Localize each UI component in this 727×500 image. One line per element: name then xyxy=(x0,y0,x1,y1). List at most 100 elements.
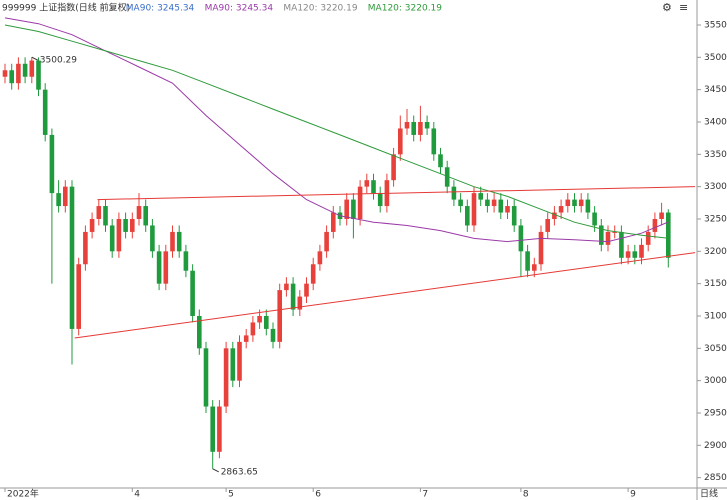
candle-body xyxy=(190,270,195,316)
candle-body xyxy=(63,186,68,207)
candle-body xyxy=(458,199,463,207)
candle-body xyxy=(666,212,671,258)
candle-body xyxy=(518,225,524,252)
candle-body xyxy=(243,335,249,342)
candle-body xyxy=(96,206,102,219)
candle-body xyxy=(297,296,303,310)
candle-body xyxy=(625,251,631,258)
candle-body xyxy=(485,199,490,207)
candle-body xyxy=(424,121,430,129)
settings-icon[interactable]: ⚙ xyxy=(662,1,672,14)
candle-body xyxy=(156,251,162,284)
x-tick-label: 4 xyxy=(134,490,140,500)
ma-line xyxy=(4,17,669,243)
candle-body xyxy=(532,264,537,271)
candle-body xyxy=(391,154,396,181)
y-tick-label: 3500 xyxy=(704,53,727,63)
y-tick-label: 3100 xyxy=(704,311,727,321)
candle-body xyxy=(478,193,483,200)
candle-body xyxy=(545,218,550,232)
trendline xyxy=(97,186,696,201)
candle-body xyxy=(639,244,644,258)
candle-body xyxy=(103,206,108,226)
candle-body xyxy=(56,193,61,207)
annotation-pointer xyxy=(212,468,219,473)
candle-body xyxy=(605,231,611,245)
x-tick-label: 7 xyxy=(422,490,428,500)
candle-body xyxy=(465,206,470,226)
candle-body xyxy=(592,212,597,226)
candle-body xyxy=(451,186,457,200)
candle-body xyxy=(558,206,564,213)
candle-body xyxy=(123,218,128,232)
candle-body xyxy=(525,251,530,271)
candle-body xyxy=(203,348,209,407)
candle-body xyxy=(538,231,544,265)
candle-body xyxy=(357,186,363,219)
ma-line xyxy=(4,24,669,239)
candle-body xyxy=(565,199,571,207)
candle-body xyxy=(230,348,236,381)
candle-body xyxy=(310,264,316,284)
candle-body xyxy=(572,199,577,207)
candle-body xyxy=(585,199,591,213)
candle-body xyxy=(150,225,155,252)
candle-body xyxy=(250,322,256,336)
legend-entry: MA120: 3220.19 xyxy=(368,4,442,14)
header: 999999 上证指数(日线 前复权) xyxy=(2,2,130,14)
y-tick-label: 3000 xyxy=(704,376,727,386)
candle-body xyxy=(42,89,48,135)
trendline xyxy=(74,252,696,339)
candle-body xyxy=(197,315,202,349)
candle-body xyxy=(76,264,81,329)
legend-entry: MA90: 3245.34 xyxy=(126,4,195,14)
candle-body xyxy=(36,60,41,90)
candle-body xyxy=(270,328,276,342)
candle-body xyxy=(578,199,584,207)
annotation-pointer xyxy=(31,56,39,61)
y-tick-label: 2850 xyxy=(704,473,727,483)
y-tick-label: 2900 xyxy=(704,441,727,451)
y-tick-label: 3050 xyxy=(704,344,727,354)
x-tick-label: 5 xyxy=(228,490,234,500)
candle-body xyxy=(511,206,517,226)
candle-body xyxy=(277,290,282,342)
candle-body xyxy=(217,406,222,452)
candle-body xyxy=(9,70,14,84)
y-tick-label: 3150 xyxy=(704,279,727,289)
candle-body xyxy=(398,128,403,155)
candle-body xyxy=(377,193,383,207)
candle-body xyxy=(344,199,349,219)
candle-body xyxy=(237,341,242,381)
annotation-label: 3500.29 xyxy=(40,56,77,66)
candle-body xyxy=(324,231,329,252)
candle-body xyxy=(109,225,115,252)
y-tick-label: 3300 xyxy=(704,182,727,192)
candle-body xyxy=(652,218,658,232)
toolbar-icons: ⚙ ≡ xyxy=(662,1,688,14)
candle-body xyxy=(431,128,437,155)
candle-body xyxy=(83,231,88,265)
period-label: 日线 xyxy=(700,488,718,500)
candle-body xyxy=(49,134,55,194)
candle-body xyxy=(438,154,443,168)
candle-body xyxy=(136,206,142,219)
candle-body xyxy=(659,212,664,219)
candle-body xyxy=(471,193,477,226)
candle-body xyxy=(170,231,175,252)
candle-body xyxy=(632,251,638,258)
y-tick-label: 2950 xyxy=(704,408,727,418)
y-tick-label: 3350 xyxy=(704,150,727,160)
candle-body xyxy=(491,199,497,207)
candle-body xyxy=(163,251,169,284)
annotation-label: 2863.65 xyxy=(221,467,258,477)
collapse-icon[interactable]: ≡ xyxy=(679,1,688,14)
candle-body xyxy=(116,218,122,252)
candle-body xyxy=(552,212,557,219)
candle-body xyxy=(599,225,604,245)
candle-body xyxy=(331,212,336,232)
candle-body xyxy=(364,180,370,187)
candle-body xyxy=(411,121,416,135)
